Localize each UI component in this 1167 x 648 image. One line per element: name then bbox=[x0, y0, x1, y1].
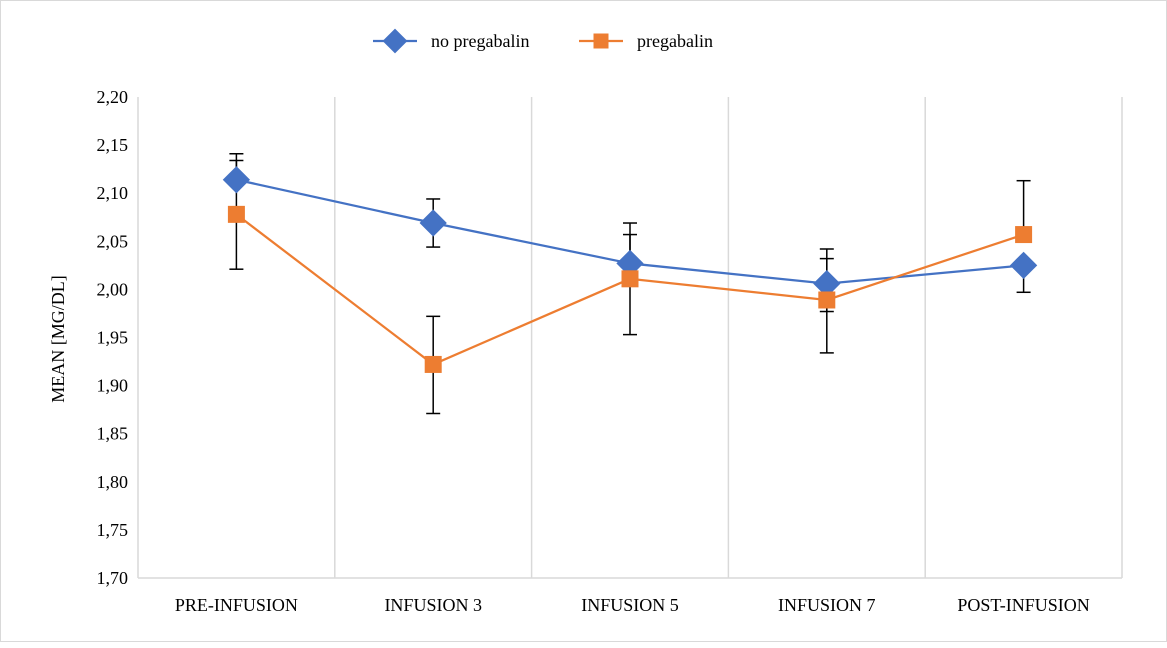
y-tick-label: 2,15 bbox=[97, 135, 129, 155]
data-point bbox=[818, 291, 836, 309]
data-point bbox=[813, 269, 841, 298]
x-tick-label: POST-INFUSION bbox=[957, 595, 1089, 615]
x-tick-label: INFUSION 3 bbox=[384, 595, 482, 615]
legend-label: pregabalin bbox=[637, 31, 713, 51]
error-bar bbox=[1016, 179, 1031, 235]
legend-item: pregabalin bbox=[579, 31, 713, 51]
data-point bbox=[222, 166, 251, 194]
data-point bbox=[227, 205, 245, 223]
series-pregabalin bbox=[227, 205, 1033, 373]
y-tick-label: 2,00 bbox=[97, 279, 129, 299]
legend-label: no pregabalin bbox=[431, 31, 529, 51]
x-tick-label: INFUSION 5 bbox=[581, 595, 679, 615]
data-point bbox=[1009, 251, 1038, 279]
y-tick-label: 1,75 bbox=[97, 520, 129, 540]
data-point bbox=[424, 355, 442, 373]
x-tick-label: INFUSION 7 bbox=[778, 595, 876, 615]
series-layer bbox=[222, 166, 1038, 373]
y-tick-label: 1,95 bbox=[97, 328, 129, 348]
y-tick-label: 2,10 bbox=[97, 183, 129, 203]
y-tick-label: 1,85 bbox=[97, 424, 129, 444]
data-point bbox=[419, 209, 447, 237]
y-tick-label: 2,20 bbox=[97, 87, 129, 107]
y-tick-label: 1,80 bbox=[97, 472, 129, 492]
y-tick-label: 1,90 bbox=[97, 376, 129, 396]
grid-layer bbox=[137, 97, 1123, 578]
y-axis-title: MEAN [MG/DL] bbox=[48, 275, 68, 403]
y-tick-label: 1,70 bbox=[97, 568, 129, 588]
y-tick-label: 2,05 bbox=[97, 231, 129, 251]
data-point bbox=[621, 270, 639, 288]
legend-item: no pregabalin bbox=[373, 28, 529, 54]
x-tick-label: PRE-INFUSION bbox=[175, 595, 298, 615]
square-marker-icon bbox=[593, 33, 609, 49]
diamond-marker-icon bbox=[382, 28, 408, 54]
axis-layer: 1,70 1,75 1,80 1,85 1,90 1,95 2,00 2,05 2,10 2,15… bbox=[97, 87, 1122, 615]
legend: no pregabalin pregabalin bbox=[373, 28, 713, 54]
data-point bbox=[1015, 226, 1033, 244]
